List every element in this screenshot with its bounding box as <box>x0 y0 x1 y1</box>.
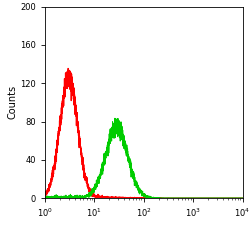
Y-axis label: Counts: Counts <box>7 85 17 119</box>
